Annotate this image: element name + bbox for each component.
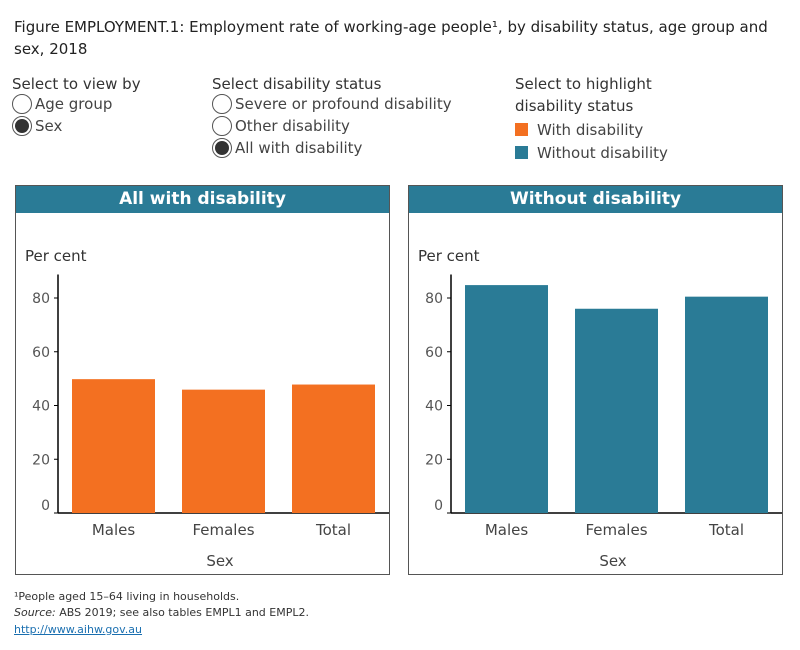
- source-text: ABS 2019; see also tables EMPL1 and EMPL…: [55, 606, 309, 619]
- y-tick-label: 0: [41, 498, 50, 514]
- bar-total: [292, 384, 375, 513]
- panel-title: Without disability: [409, 186, 782, 213]
- panel-with-disability: All with disability Per cent 0 20 40 60 80 Mal…: [15, 185, 390, 575]
- source-label: Source:: [14, 606, 56, 619]
- y-axis-title: Per cent: [418, 247, 480, 265]
- x-tick-label: Females: [192, 521, 254, 539]
- chart-without-disability: Per cent 0 20 40 60 80 Males Females Total Sex: [418, 247, 782, 570]
- y-tick-label: 60: [32, 345, 50, 361]
- bar-females: [575, 308, 658, 513]
- highlight-label-2: disability status: [515, 97, 634, 115]
- radio-label: Severe or profound disability: [235, 95, 452, 113]
- view-by-control: Select to view by Age group Sex: [12, 75, 141, 137]
- legend-swatch: [515, 146, 528, 159]
- bar-males: [72, 379, 155, 513]
- y-tick-label: 0: [434, 498, 443, 514]
- radio-sex[interactable]: Sex: [12, 115, 141, 137]
- highlight-legend: Select to highlight disability status Wi…: [515, 73, 668, 164]
- x-axis-title: Sex: [599, 552, 626, 570]
- x-tick-label: Females: [585, 521, 647, 539]
- radio-label: Age group: [35, 95, 113, 113]
- source-line: Source: ABS 2019; see also tables EMPL1 …: [14, 606, 309, 619]
- highlight-label-1: Select to highlight: [515, 75, 652, 93]
- x-axis-title: Sex: [206, 552, 233, 570]
- radio-label: All with disability: [235, 139, 363, 157]
- legend-item[interactable]: Without disability: [515, 141, 668, 164]
- y-tick-label: 40: [425, 399, 443, 415]
- panel-without-disability: Without disability Per cent 0 20 40 60 80 Male…: [408, 185, 783, 575]
- y-tick-label: 40: [32, 399, 50, 415]
- x-tick-label: Total: [315, 521, 351, 539]
- y-tick-label: 80: [425, 291, 443, 307]
- bar-males: [465, 285, 548, 513]
- disability-status-control: Select disability status Severe or profo…: [212, 75, 452, 159]
- panel-title: All with disability: [16, 186, 389, 213]
- radio-age-group[interactable]: Age group: [12, 93, 141, 115]
- radio-severe-or-profound-disability[interactable]: Severe or profound disability: [212, 93, 452, 115]
- radio-label: Sex: [35, 117, 63, 135]
- radio-other-disability[interactable]: Other disability: [212, 115, 452, 137]
- radio-all-with-disability[interactable]: All with disability: [212, 137, 452, 159]
- bar-total: [685, 296, 768, 513]
- radio-empty-icon[interactable]: [212, 94, 232, 114]
- view-by-label: Select to view by: [12, 75, 141, 93]
- bar-females: [182, 389, 265, 513]
- chart-with-disability: Per cent 0 20 40 60 80 Males Females Total Sex: [25, 247, 389, 570]
- radio-label: Other disability: [235, 117, 350, 135]
- radio-empty-icon[interactable]: [12, 94, 32, 114]
- y-tick-label: 20: [425, 452, 443, 468]
- x-tick-label: Males: [485, 521, 529, 539]
- y-tick-label: 20: [32, 452, 50, 468]
- radio-selected-icon[interactable]: [212, 138, 232, 158]
- legend-item[interactable]: With disability: [515, 118, 668, 141]
- figure-title: Figure EMPLOYMENT.1: Employment rate of …: [14, 18, 768, 58]
- disability-status-label: Select disability status: [212, 75, 382, 93]
- legend-label: With disability: [537, 120, 644, 139]
- radio-empty-icon[interactable]: [212, 116, 232, 136]
- legend-swatch: [515, 123, 528, 136]
- y-tick-label: 80: [32, 291, 50, 307]
- y-tick-label: 60: [425, 345, 443, 361]
- legend-label: Without disability: [537, 143, 668, 162]
- x-tick-label: Males: [92, 521, 136, 539]
- footnote: ¹People aged 15–64 living in households.: [14, 590, 240, 603]
- radio-selected-icon[interactable]: [12, 116, 32, 136]
- aihw-link[interactable]: http://www.aihw.gov.au: [14, 623, 143, 636]
- y-axis-title: Per cent: [25, 247, 87, 265]
- x-tick-label: Total: [708, 521, 744, 539]
